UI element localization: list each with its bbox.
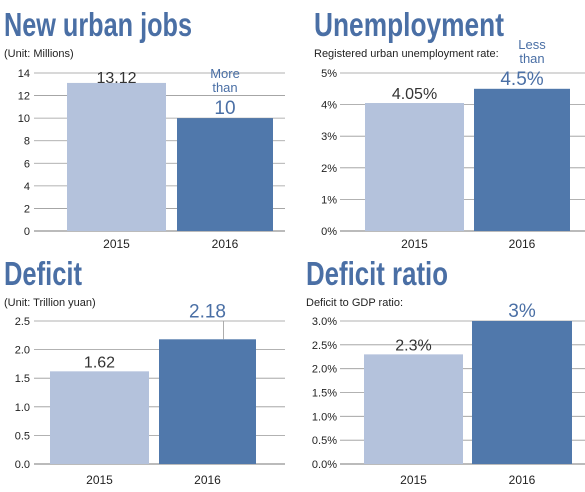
chart-subtitle: (Unit: Millions) — [4, 48, 74, 60]
y-tick-label: 0 — [24, 226, 30, 238]
bar-2015 — [364, 354, 463, 464]
data-label: 10 — [214, 98, 235, 119]
bar-2016 — [474, 88, 570, 231]
data-label: 2.3% — [395, 337, 431, 354]
y-tick-label: 1.5 — [15, 373, 30, 385]
data-label-prefix: Less — [518, 37, 546, 52]
y-tick-label: 3.0% — [312, 316, 337, 328]
y-tick-label: 4 — [24, 181, 30, 193]
y-tick-label: 2% — [321, 163, 337, 175]
y-tick-label: 0% — [321, 226, 337, 238]
chart-title: Unemployment — [314, 6, 504, 43]
bar-2015 — [50, 371, 149, 464]
y-tick-label: 3% — [321, 131, 337, 143]
y-tick-label: 0.5 — [15, 430, 30, 442]
y-tick-label: 1.5% — [312, 388, 337, 400]
data-label-prefix: More — [210, 66, 240, 81]
category-label: 2016 — [509, 237, 536, 251]
category-label: 2016 — [194, 473, 221, 487]
y-tick-label: 6 — [24, 158, 30, 170]
data-label-prefix: than — [519, 51, 544, 66]
bar-2015 — [365, 103, 464, 231]
y-tick-label: 8 — [24, 136, 30, 148]
y-tick-label: 14 — [18, 68, 30, 80]
y-tick-label: 2.5% — [312, 340, 337, 352]
chart-title: New urban jobs — [4, 6, 192, 43]
y-tick-label: 10 — [18, 113, 30, 125]
y-tick-label: 12 — [18, 91, 30, 103]
y-tick-label: 2.0 — [15, 345, 30, 357]
y-tick-label: 1% — [321, 194, 337, 206]
category-label: 2015 — [103, 237, 130, 251]
category-label: 2016 — [509, 473, 536, 487]
bar-2015 — [67, 82, 166, 231]
chart-subtitle: Registered urban unemployment rate: — [314, 48, 499, 60]
y-tick-label: 0.5% — [312, 435, 337, 447]
bar-2016 — [472, 321, 572, 464]
y-tick-label: 2.5 — [15, 316, 30, 328]
data-label: 13.12 — [96, 70, 136, 87]
y-tick-label: 0.0% — [312, 459, 337, 471]
data-label: 2.18 — [189, 301, 226, 322]
chart-title: Deficit — [4, 255, 82, 292]
category-label: 2015 — [401, 237, 428, 251]
category-label: 2015 — [400, 473, 427, 487]
bar-2016 — [159, 339, 256, 464]
category-label: 2015 — [86, 473, 113, 487]
data-label: 1.62 — [84, 354, 115, 371]
y-tick-label: 5% — [321, 68, 337, 80]
chart-title: Deficit ratio — [306, 255, 448, 292]
y-tick-label: 1.0 — [15, 402, 30, 414]
y-tick-label: 1.0% — [312, 411, 337, 423]
y-tick-label: 0.0 — [15, 459, 30, 471]
y-tick-label: 2.0% — [312, 364, 337, 376]
y-tick-label: 4% — [321, 100, 337, 112]
bar-2016 — [177, 118, 273, 231]
chart-subtitle: (Unit: Trillion yuan) — [4, 297, 96, 309]
chart-subtitle: Deficit to GDP ratio: — [306, 297, 403, 309]
data-label: 4.5% — [500, 69, 543, 90]
data-label: 3% — [508, 301, 536, 322]
y-tick-label: 2 — [24, 203, 30, 215]
category-label: 2016 — [212, 237, 239, 251]
data-label-prefix: than — [212, 80, 237, 95]
data-label: 4.05% — [392, 86, 437, 103]
